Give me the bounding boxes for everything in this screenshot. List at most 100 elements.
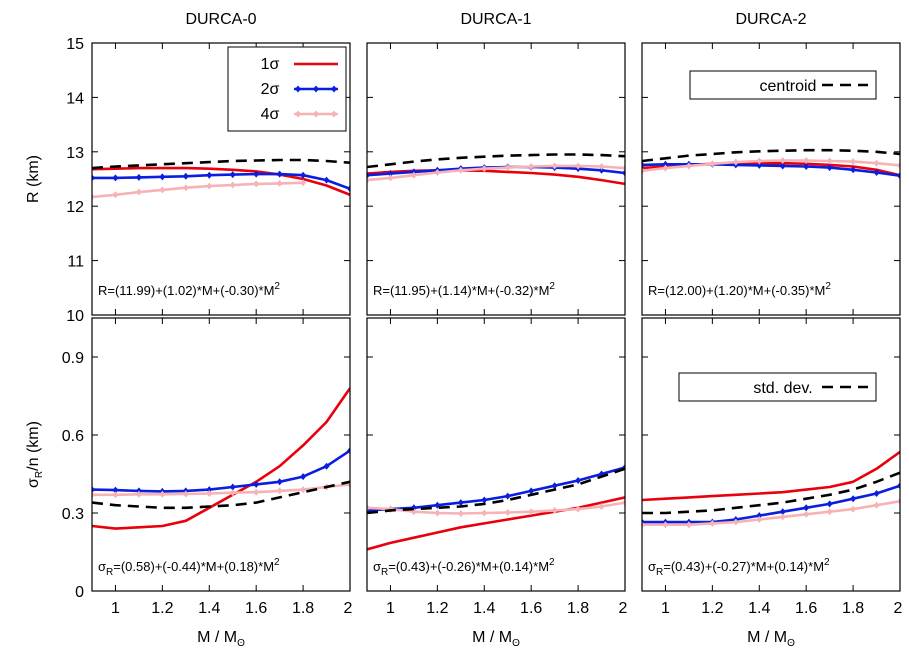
plot-frame: [366, 42, 626, 316]
y-tick-label: 15: [66, 36, 84, 53]
y-tick-label: 0.9: [62, 350, 84, 367]
x-axis-label: M / Mʘ: [472, 629, 520, 649]
data-point: [434, 509, 441, 517]
data-point: [206, 171, 213, 179]
y-tick-label: 0.3: [62, 506, 84, 523]
x-tick-label: 1.4: [748, 600, 770, 617]
data-point: [112, 174, 119, 182]
series-line-4sigma: [367, 501, 625, 515]
data-point: [276, 487, 283, 495]
y-axis-label: σR/n (km): [25, 421, 45, 488]
data-point: [598, 503, 605, 510]
x-tick-label: 1.6: [795, 600, 817, 617]
x-tick-label: 1.2: [701, 600, 723, 617]
data-point: [756, 157, 763, 165]
data-point: [457, 499, 464, 507]
x-tick-label: 1: [661, 600, 670, 617]
data-point: [662, 521, 669, 529]
y-tick-label: 13: [66, 145, 84, 162]
data-point: [850, 505, 857, 513]
data-point: [182, 172, 189, 180]
panel-durca-0-sigma: 0 0.3 0.6 0.9 1 1.2 1.4 1.6 1.8 2 σR=(0.58)+(-0.44…: [25, 317, 353, 649]
x-tick-label: 2: [344, 600, 353, 617]
data-point: [457, 510, 464, 518]
series-line-centroid: [92, 480, 350, 510]
panel-title: DURCA-1: [460, 11, 531, 28]
panel-durca-1-sigma: 1 1.2 1.4 1.6 1.8 2 σR=(0.43)+(-0.26)*M+(0.14)…: [366, 317, 628, 649]
data-point: [135, 173, 142, 181]
data-point: [253, 488, 260, 496]
x-tick-label: 1.4: [198, 600, 220, 617]
x-tick-label: 1.8: [842, 600, 864, 617]
series-line-4sigma: [642, 159, 900, 173]
data-point: [662, 164, 669, 172]
y-tick-label: 11: [67, 254, 84, 271]
series-line-4sigma: [92, 483, 350, 497]
data-point: [873, 168, 880, 176]
data-point: [387, 170, 394, 178]
series-line-2sigma: [642, 484, 900, 524]
data-point: [481, 496, 488, 504]
data-point: [897, 172, 900, 180]
fit-equation: R=(12.00)+(1.20)*M+(-0.35)*M2: [648, 281, 831, 298]
fit-equation: R=(11.99)+(1.02)*M+(-0.30)*M2: [98, 281, 280, 298]
data-point: [323, 462, 330, 470]
data-point: [575, 162, 582, 170]
data-point: [897, 482, 900, 490]
data-point: [575, 505, 582, 513]
data-point: [551, 506, 558, 514]
legend-label: 1σ: [261, 56, 280, 73]
legend: 1σ 2σ 4σ: [227, 46, 347, 132]
data-point: [276, 478, 283, 486]
legend-label: 4σ: [261, 106, 280, 123]
data-point: [229, 489, 236, 497]
panel-title: DURCA-2: [735, 11, 806, 28]
data-point: [826, 164, 833, 172]
x-tick-label: 2: [619, 600, 628, 617]
data-point: [92, 174, 95, 182]
legend-marker: [313, 85, 319, 93]
series-line-4sigma: [92, 181, 304, 199]
series-line-centroid: [92, 158, 350, 170]
data-point: [642, 167, 645, 175]
data-point: [622, 499, 625, 507]
legend-marker: [313, 110, 319, 118]
plot-frame: [641, 317, 901, 592]
data-point: [779, 157, 786, 165]
data-point: [873, 501, 880, 509]
legend-marker: [295, 110, 301, 118]
legend: centroid: [689, 70, 877, 100]
data-point: [732, 158, 739, 166]
data-point: [276, 170, 283, 178]
data-point: [756, 161, 763, 169]
data-point: [367, 504, 370, 512]
data-point: [826, 500, 833, 508]
data-point: [92, 486, 95, 494]
plot-frame: [91, 317, 351, 592]
panel-durca-1-R: DURCA-1 R=(11.95)+(1.14)*M+(-0.32)*M2: [366, 11, 626, 316]
series-line-2sigma: [92, 172, 350, 191]
legend-marker: [331, 85, 337, 93]
data-point: [481, 165, 488, 173]
data-point: [229, 181, 236, 189]
x-tick-label: 1.8: [567, 600, 589, 617]
data-point: [229, 483, 236, 491]
series-line-centroid: [642, 471, 900, 515]
data-point: [850, 495, 857, 503]
data-point: [756, 516, 763, 523]
data-point: [300, 486, 307, 494]
y-tick-label: 0.6: [62, 428, 84, 445]
y-tick-label: 10: [66, 308, 84, 325]
data-point: [300, 473, 307, 481]
fit-equation: σR=(0.58)+(-0.44)*M+(0.18)*M2: [98, 557, 280, 578]
data-point: [826, 157, 833, 165]
series-line-2sigma: [642, 163, 900, 177]
data-point: [850, 158, 857, 166]
data-point: [598, 166, 605, 174]
data-point: [159, 186, 166, 194]
x-tick-label: 1.6: [520, 600, 542, 617]
x-tick-label: 1: [386, 600, 395, 617]
series-line-4sigma: [642, 500, 900, 526]
legend: std. dev.: [678, 372, 877, 402]
